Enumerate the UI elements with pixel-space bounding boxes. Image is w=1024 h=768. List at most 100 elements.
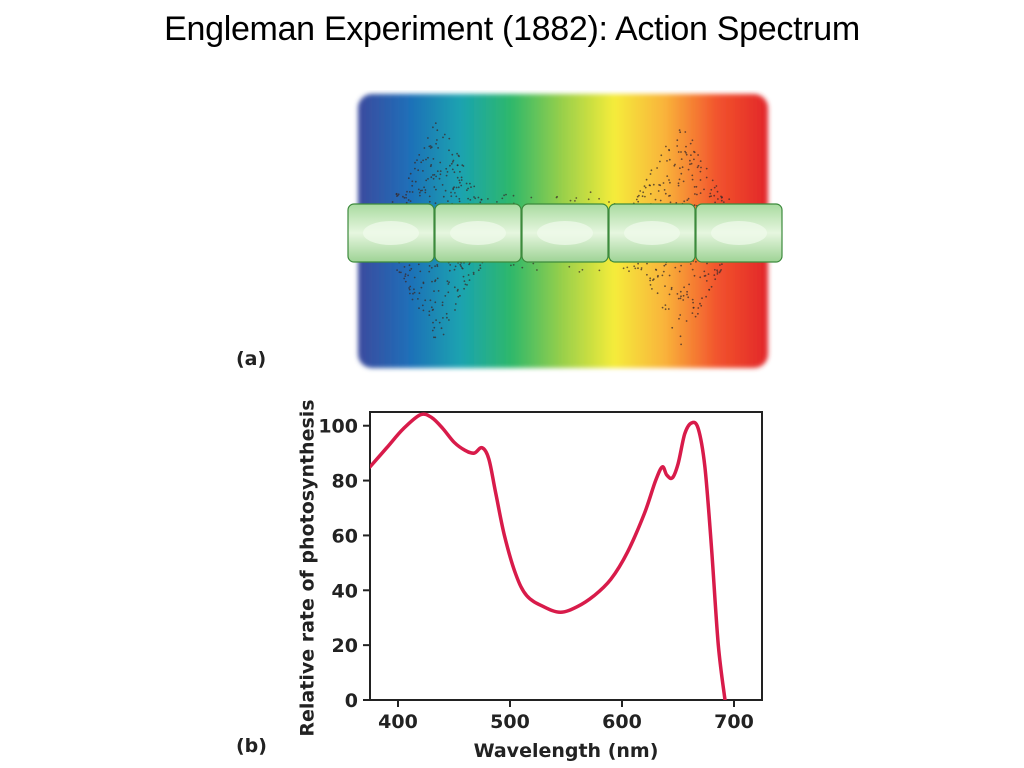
bacterium-dot bbox=[688, 283, 690, 286]
bacterium-dot bbox=[677, 182, 680, 185]
bacterium-dot bbox=[644, 195, 646, 198]
bacterium-dot bbox=[487, 198, 489, 200]
bacterium-dot bbox=[436, 139, 438, 141]
bacterium-dot bbox=[469, 182, 471, 185]
bacterium-dot bbox=[405, 201, 408, 204]
bacterium-dot bbox=[420, 286, 423, 289]
bacterium-dot bbox=[435, 142, 437, 145]
bacterium-dot bbox=[716, 271, 719, 273]
bacterium-dot bbox=[706, 262, 708, 265]
bacterium-dot bbox=[403, 266, 406, 268]
bacterium-dot bbox=[622, 267, 625, 270]
bacterium-dot bbox=[718, 271, 721, 274]
bacterium-dot bbox=[465, 182, 468, 185]
bacterium-dot bbox=[680, 264, 682, 267]
bacterium-dot bbox=[705, 176, 708, 179]
bacterium-dot bbox=[659, 199, 662, 202]
bacterium-dot bbox=[472, 273, 475, 275]
bacterium-dot bbox=[683, 200, 686, 203]
bacterium-dot bbox=[423, 147, 426, 149]
bacterium-dot bbox=[414, 161, 416, 164]
bacterium-dot bbox=[428, 265, 431, 267]
bacterium-dot bbox=[530, 196, 533, 199]
bacterium-dot bbox=[408, 288, 411, 291]
bacterium-dot bbox=[448, 319, 450, 321]
bacterium-dot bbox=[453, 186, 455, 189]
bacterium-dot bbox=[690, 154, 692, 156]
bacterium-dot bbox=[398, 271, 401, 274]
bacterium-dot bbox=[608, 201, 610, 203]
bacterium-dot bbox=[660, 154, 663, 157]
bacterium-dot bbox=[463, 280, 466, 282]
bacterium-dot bbox=[532, 262, 535, 265]
bacterium-dot bbox=[678, 129, 681, 131]
bacterium-dot bbox=[709, 192, 712, 195]
bacterium-dot bbox=[460, 184, 463, 187]
bacterium-dot bbox=[703, 270, 706, 273]
bacterium-dot bbox=[700, 304, 703, 307]
bacterium-dot bbox=[720, 195, 722, 198]
bacterium-dot bbox=[451, 168, 454, 171]
bacterium-dot bbox=[637, 200, 640, 203]
bacterium-dot bbox=[680, 151, 682, 153]
bacterium-dot bbox=[466, 189, 468, 192]
bacterium-dot bbox=[659, 184, 662, 187]
bacterium-dot bbox=[437, 147, 439, 149]
bacterium-dot bbox=[423, 186, 425, 189]
bacterium-dot bbox=[403, 196, 406, 199]
bacterium-dot bbox=[708, 288, 710, 291]
bacterium-dot bbox=[432, 308, 434, 311]
bacterium-dot bbox=[637, 262, 639, 265]
bacterium-dot bbox=[436, 277, 439, 280]
bacterium-dot bbox=[430, 306, 433, 309]
bacterium-dot bbox=[728, 198, 731, 201]
bacterium-dot bbox=[432, 174, 434, 176]
bacterium-dot bbox=[436, 129, 439, 132]
bacterium-dot bbox=[453, 286, 456, 289]
bacterium-dot bbox=[434, 336, 437, 339]
bacterium-dot bbox=[633, 265, 636, 268]
bacterium-dot bbox=[700, 166, 702, 169]
bacterium-dot bbox=[589, 191, 592, 194]
y-axis-title: Relative rate of photosynthesis bbox=[297, 399, 319, 736]
bacterium-dot bbox=[446, 171, 449, 173]
bacterium-dot bbox=[626, 266, 629, 269]
bacterium-dot bbox=[459, 294, 461, 297]
bacterium-dot bbox=[428, 310, 431, 313]
x-axis-title: Wavelength (nm) bbox=[474, 740, 659, 762]
bacterium-dot bbox=[442, 195, 445, 198]
bacterium-dot bbox=[427, 178, 429, 180]
x-tick-label: 400 bbox=[378, 711, 418, 733]
bacterium-dot bbox=[686, 293, 688, 296]
bacterium-dot bbox=[477, 196, 480, 199]
bacterium-dot bbox=[438, 177, 441, 180]
bacterium-dot bbox=[428, 195, 431, 198]
bacterium-dot bbox=[679, 297, 682, 300]
bacterium-dot bbox=[400, 271, 402, 274]
bacterium-dot bbox=[436, 265, 439, 268]
bacterium-dot bbox=[460, 179, 463, 181]
bacterium-dot bbox=[668, 274, 671, 277]
slide-title: Engleman Experiment (1882): Action Spect… bbox=[164, 10, 860, 48]
bacterium-dot bbox=[687, 296, 690, 299]
bacterium-dot bbox=[678, 270, 681, 273]
bacterium-dot bbox=[413, 291, 416, 294]
bacterium-dot bbox=[411, 298, 414, 301]
bacterium-dot bbox=[417, 188, 420, 191]
bacterium-dot bbox=[428, 145, 431, 148]
bacterium-dot bbox=[666, 160, 668, 162]
bacterium-dot bbox=[649, 277, 652, 280]
bacterium-dot bbox=[448, 269, 451, 272]
bacterium-dot bbox=[451, 153, 454, 156]
bacterium-dot bbox=[598, 197, 600, 200]
bacterium-dot bbox=[696, 166, 699, 169]
bacterium-dot bbox=[453, 268, 456, 271]
bacterium-dot bbox=[395, 192, 398, 195]
bacterium-dot bbox=[689, 263, 692, 265]
bacterium-dot bbox=[715, 185, 718, 187]
bacterium-dot bbox=[419, 194, 421, 197]
bacterium-dot bbox=[447, 283, 450, 285]
bacterium-dot bbox=[456, 152, 458, 155]
bacterium-dot bbox=[651, 288, 653, 290]
bacterium-dot bbox=[470, 186, 472, 188]
